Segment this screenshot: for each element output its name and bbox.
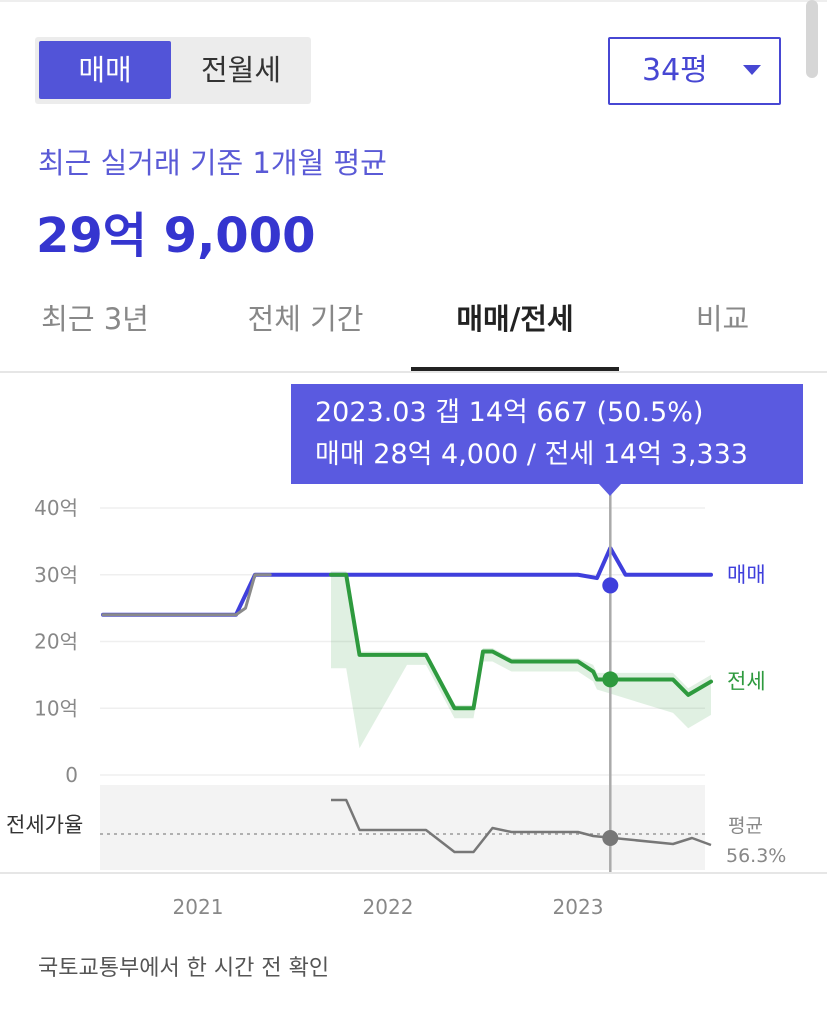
y-tick-label: 10억: [34, 696, 78, 720]
x-tick-label: 2021: [173, 895, 224, 919]
sale-marker: [602, 577, 619, 594]
series-label-sale: 매매: [727, 563, 766, 587]
jeonse-line: [329, 572, 713, 711]
scrollbar[interactable]: [806, 0, 818, 78]
area-size-select[interactable]: 34평: [608, 37, 781, 105]
active-tab-indicator: [411, 367, 619, 371]
series-label-jeonse: 전세: [727, 670, 766, 694]
chart-lines: [101, 546, 713, 854]
toggle-rent-button[interactable]: 전월세: [200, 53, 282, 87]
tooltip-price-line: 매매 28억 4,000 / 전세 14억 3,333: [315, 439, 748, 470]
ratio-line: [331, 798, 712, 854]
tab-recent-3y[interactable]: 최근 3년: [41, 302, 149, 336]
sale-line: [101, 546, 713, 617]
chart-grid: [100, 507, 705, 776]
chart-markers: [602, 490, 619, 873]
chevron-down-icon: [743, 65, 761, 75]
tooltip-gap-line: 2023.03 갭 14억 667 (50.5%): [315, 397, 704, 428]
ratio-marker: [602, 830, 619, 846]
tab-compare[interactable]: 비교: [695, 302, 750, 336]
deal-type-toggle: 매매 전월세: [35, 37, 311, 104]
average-price: 29억 9,000: [36, 208, 316, 264]
ratio-label: 전세가율: [6, 813, 83, 837]
toggle-sale-button[interactable]: 매매: [39, 41, 171, 99]
ratio-average-value: 56.3%: [726, 845, 786, 867]
tab-sale-jeonse[interactable]: 매매/전세: [456, 302, 574, 336]
price-caption: 최근 실거래 기준 1개월 평균: [38, 146, 387, 180]
x-tick-label: 2022: [363, 895, 414, 919]
tab-divider: [0, 371, 827, 373]
ratio-band-bg: [100, 785, 705, 870]
ratio-average-label: 평균: [728, 815, 763, 837]
chart-tooltip: 2023.03 갭 14억 667 (50.5%) 매매 28억 4,000 /…: [291, 384, 803, 484]
x-tick-label: 2023: [553, 895, 604, 919]
top-border: [0, 0, 827, 2]
tab-all-period[interactable]: 전체 기간: [247, 302, 364, 336]
ratio-band: [100, 785, 705, 870]
area-size-value: 34평: [642, 53, 708, 88]
y-tick-label: 40억: [34, 496, 78, 520]
data-source-note: 국토교통부에서 한 시간 전 확인: [38, 956, 330, 981]
y-tick-label: 0: [65, 763, 78, 787]
jeonse-marker: [602, 671, 619, 688]
tooltip-arrow: [599, 484, 621, 496]
y-tick-label: 30억: [34, 563, 78, 587]
sale-history-line: [101, 573, 272, 617]
y-tick-label: 20억: [34, 630, 78, 654]
